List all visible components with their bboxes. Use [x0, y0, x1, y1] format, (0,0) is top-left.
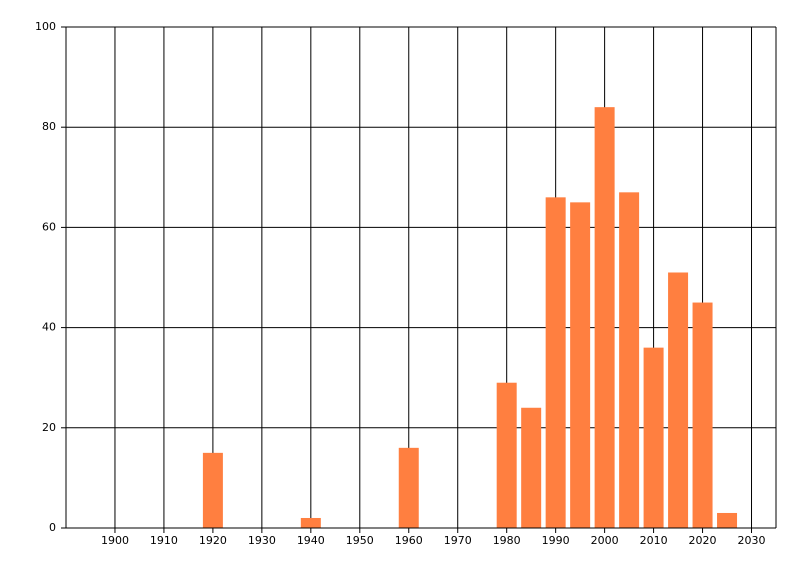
bar: [594, 107, 615, 528]
y-tick-label: 0: [49, 521, 56, 534]
bar: [545, 197, 566, 528]
bar: [668, 272, 689, 528]
x-tick-label: 1900: [101, 534, 129, 547]
bar: [692, 302, 713, 528]
bar: [300, 517, 321, 528]
bar: [496, 382, 517, 528]
bar: [398, 447, 419, 528]
x-tick-label: 1940: [297, 534, 325, 547]
x-tick-label: 1950: [346, 534, 374, 547]
bar: [643, 347, 664, 528]
x-tick-label: 1930: [248, 534, 276, 547]
bar: [717, 512, 738, 528]
bar: [202, 452, 223, 528]
y-tick-label: 60: [42, 220, 56, 233]
x-tick-label: 2020: [689, 534, 717, 547]
x-tick-label: 2000: [591, 534, 619, 547]
bar: [521, 407, 542, 528]
x-tick-label: 2030: [738, 534, 766, 547]
x-tick-label: 1910: [150, 534, 178, 547]
y-tick-label: 20: [42, 421, 56, 434]
y-tick-label: 100: [35, 20, 56, 33]
x-tick-label: 1970: [444, 534, 472, 547]
x-tick-label: 1920: [199, 534, 227, 547]
y-tick-label: 80: [42, 120, 56, 133]
x-tick-label: 1960: [395, 534, 423, 547]
x-tick-label: 1990: [542, 534, 570, 547]
x-tick-label: 2010: [640, 534, 668, 547]
bar: [619, 192, 640, 528]
y-tick-label: 40: [42, 321, 56, 334]
x-tick-label: 1980: [493, 534, 521, 547]
bar: [570, 202, 591, 528]
